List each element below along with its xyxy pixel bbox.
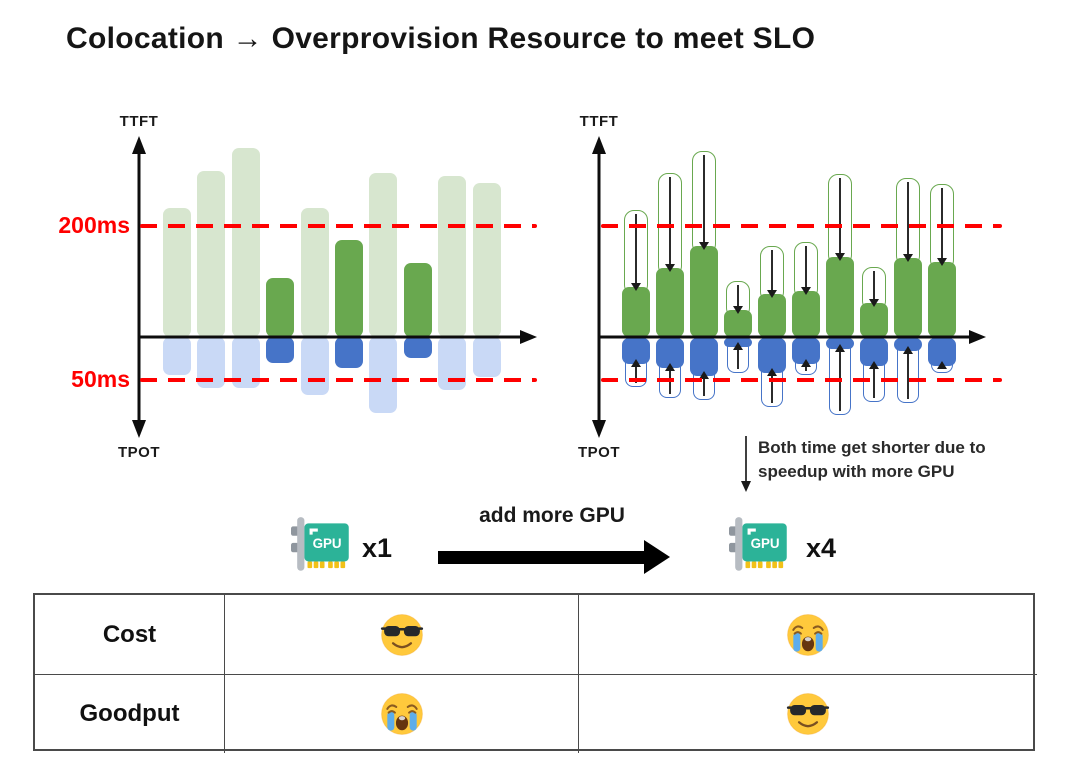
row-label: Cost: [35, 595, 225, 675]
cost-goodput-table: Cost Goodput: [33, 593, 1037, 753]
ttft-speedup-arrow: [903, 181, 913, 263]
tpot-speedup-arrow: [903, 345, 913, 400]
ttft-bar-new: [792, 291, 820, 337]
tpot-speedup-arrow: [767, 368, 777, 404]
ttft-old-outline: [862, 266, 886, 311]
tpot-old-outline: [829, 340, 851, 416]
ttft-old-outline: [624, 209, 648, 296]
add-gpu-arrow-head: [644, 540, 670, 574]
ttft-bar: [266, 278, 295, 337]
tpot-speedup-arrow: [665, 363, 675, 395]
ttft-bar: [369, 172, 398, 337]
gpu-count-x4: x4: [806, 533, 837, 563]
ttft-speedup-arrow: [835, 178, 845, 261]
left-slo-line-ttft: [140, 224, 537, 228]
tpot-speedup-arrow: [631, 358, 641, 383]
ttft-speedup-arrow: [665, 177, 675, 273]
tpot-old-outline: [931, 357, 953, 374]
ttft-bar-new: [656, 268, 684, 337]
ttft-bar: [300, 208, 329, 337]
tpot-speedup-arrow: [801, 358, 811, 371]
left-slo-line-tpot: [140, 378, 537, 382]
ttft-speedup-arrow: [937, 187, 947, 266]
ttft-bar: [472, 183, 501, 337]
ttft-bar-new: [690, 245, 718, 337]
add-more-gpu-label: add more GPU: [479, 504, 625, 527]
tpot-speedup-arrow: [699, 370, 709, 396]
tpot-old-outline: [761, 364, 783, 407]
ttft-bar: [197, 171, 226, 337]
tpot-speedup-arrow: [869, 361, 879, 399]
ttft-bar: [163, 208, 191, 337]
ttft-speedup-arrow: [767, 249, 777, 298]
row-label: Goodput: [35, 675, 225, 753]
ttft-old-outline: [896, 177, 920, 267]
tpot-speedup-arrow: [733, 341, 743, 370]
slo-50ms-label: 50ms: [71, 366, 130, 392]
ttft-speedup-arrow: [801, 246, 811, 296]
ttft-speedup-arrow: [733, 284, 743, 314]
ttft-bar: [231, 147, 260, 337]
ttft-old-outline: [726, 280, 750, 318]
ttft-bar-new: [622, 287, 650, 337]
ttft-speedup-arrow: [699, 154, 709, 251]
tpot-bar: [335, 337, 363, 368]
page-title: Colocation → Overprovision Resource to m…: [66, 22, 816, 55]
ttft-old-outline: [794, 242, 818, 300]
table-cell: [579, 595, 1037, 675]
speedup-annotation: Both time get shorter due to speedup wit…: [758, 436, 986, 484]
svg-text:GPU: GPU: [313, 536, 342, 551]
table-cell: [225, 595, 579, 675]
tpot-old-outline: [897, 341, 919, 404]
gpu-count-x1: x1: [362, 533, 393, 563]
tpot-bar: [472, 337, 501, 378]
loudly-crying-emoji: [380, 693, 423, 735]
ttft-old-outline: [760, 245, 784, 302]
svg-text:GPU: GPU: [751, 536, 780, 551]
ttft-bar-new: [826, 256, 854, 337]
right-tpot-axis-label: TPOT: [578, 444, 620, 461]
right-slo-line-ttft: [601, 224, 1002, 228]
speedup-annotation-line2: speedup with more GPU: [758, 462, 955, 481]
gpu-icon: GPU: [729, 517, 787, 571]
table-cell: [225, 675, 579, 753]
ttft-bar-new: [928, 261, 956, 337]
tpot-speedup-arrow: [937, 361, 947, 370]
ttft-speedup-arrow: [631, 213, 641, 292]
ttft-old-outline: [692, 150, 716, 254]
tpot-bar: [438, 337, 467, 391]
tpot-old-outline: [693, 366, 715, 400]
table-cell: [579, 675, 1037, 753]
ttft-bar: [438, 176, 467, 337]
tpot-old-outline: [795, 354, 817, 375]
tpot-bar-new: [826, 338, 854, 350]
gpu-icon: GPU: [291, 517, 349, 571]
left-tpot-axis-label: TPOT: [118, 444, 160, 461]
ttft-old-outline: [828, 174, 852, 265]
loudly-crying-emoji: [787, 613, 829, 656]
ttft-bar: [403, 263, 432, 337]
sunglasses-emoji: [786, 693, 830, 735]
slo-200ms-label: 200ms: [58, 212, 130, 238]
tpot-bar: [369, 337, 398, 413]
ttft-bar-new: [894, 258, 922, 337]
tpot-bar: [403, 337, 432, 358]
ttft-speedup-arrow: [869, 270, 879, 307]
add-gpu-arrow: [438, 551, 644, 564]
tpot-old-outline: [625, 354, 647, 387]
sunglasses-emoji: [380, 613, 423, 656]
tpot-bar: [266, 337, 295, 363]
right-ttft-axis-label: TTFT: [579, 113, 619, 130]
speedup-annotation-line1: Both time get shorter due to: [758, 438, 986, 457]
tpot-bar: [300, 337, 329, 395]
left-ttft-axis-label: TTFT: [119, 113, 159, 130]
ttft-bar: [335, 239, 363, 337]
right-slo-line-tpot: [601, 378, 1002, 382]
tpot-bar: [163, 337, 191, 375]
